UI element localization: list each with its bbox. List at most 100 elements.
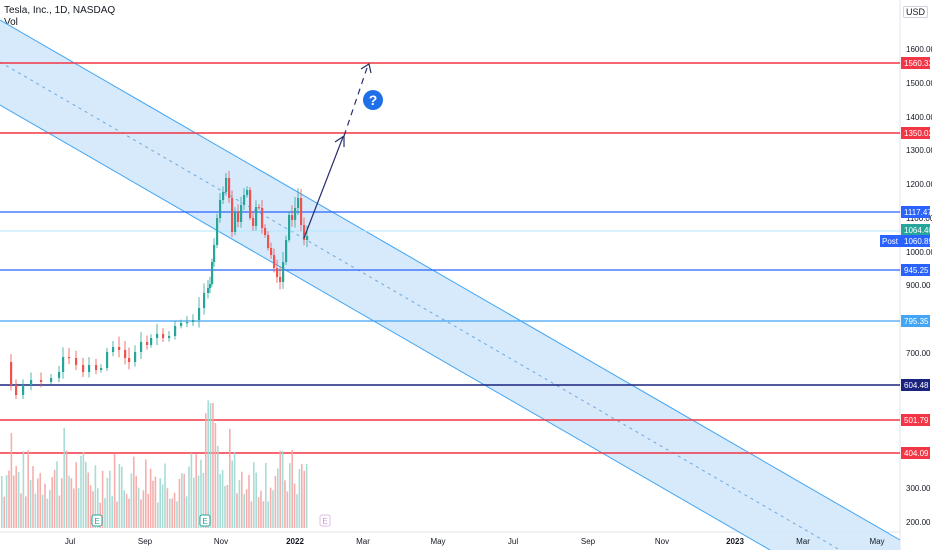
candle-body xyxy=(234,212,237,232)
time-axis-tick-label: Sep xyxy=(581,537,596,546)
channel-midline xyxy=(0,61,841,550)
candle-body xyxy=(50,378,53,382)
volume-bar xyxy=(77,488,80,528)
volume-bar xyxy=(293,483,296,528)
volume-bar xyxy=(169,498,171,528)
candle-body xyxy=(231,198,234,232)
volume-bar xyxy=(183,473,185,528)
candle-body xyxy=(225,178,228,192)
time-axis-tick-label: Jul xyxy=(508,537,518,546)
price-level-tag-label: 501.79 xyxy=(904,416,929,425)
volume-bar xyxy=(85,461,87,528)
price-level-tag-label: 404.09 xyxy=(904,449,929,458)
candle-body xyxy=(134,352,137,362)
time-axis-tick-label: Mar xyxy=(356,537,370,546)
post-market-tag-label: Post xyxy=(882,237,899,246)
candle-body xyxy=(303,225,306,240)
candle-body xyxy=(40,380,43,382)
candle-body xyxy=(207,288,210,293)
volume-bar xyxy=(145,459,147,528)
volume-bar xyxy=(104,498,106,528)
volume-bar xyxy=(22,451,25,528)
volume-bar xyxy=(68,475,70,528)
volume-bar xyxy=(37,478,39,528)
candle-body xyxy=(15,385,18,395)
candle-body xyxy=(243,195,246,205)
volume-bar xyxy=(92,491,94,528)
candle-body xyxy=(30,380,33,385)
projection-arrowhead-2 xyxy=(360,63,372,74)
volume-bar xyxy=(51,477,53,528)
volume-bar xyxy=(8,470,10,528)
volume-bar xyxy=(29,479,32,528)
volume-bar xyxy=(284,480,286,528)
volume-bar xyxy=(267,501,269,528)
candle-body xyxy=(106,352,109,368)
candle-body xyxy=(128,358,131,362)
volume-bar xyxy=(80,455,82,528)
earnings-marker-label: E xyxy=(94,517,99,526)
volume-bar xyxy=(212,403,214,528)
candle-body xyxy=(213,245,216,262)
volume-bar xyxy=(133,456,135,528)
price-axis-tick-label: 200.00 xyxy=(906,518,931,527)
volume-bar xyxy=(140,499,142,528)
volume-bar xyxy=(32,466,34,528)
volume-bar xyxy=(200,459,202,528)
candle-body xyxy=(294,208,297,220)
candle-body xyxy=(75,358,78,365)
volume-bar xyxy=(116,501,118,528)
volume-bar xyxy=(147,493,149,528)
volume-bar xyxy=(113,453,116,528)
candle-body xyxy=(186,322,189,324)
chart-title: Tesla, Inc., 1D, NASDAQ xyxy=(4,5,116,16)
candle-body xyxy=(209,284,212,288)
price-level-tag xyxy=(901,127,930,139)
time-axis-tick-label: Nov xyxy=(214,537,228,546)
volume-bar xyxy=(128,498,130,528)
volume-bar xyxy=(56,461,58,528)
candle-body xyxy=(180,323,183,326)
volume-bar xyxy=(149,468,152,528)
volume-bar xyxy=(137,487,140,528)
candle-body xyxy=(168,336,171,338)
volume-bar xyxy=(34,493,37,528)
price-level-tag xyxy=(901,235,930,247)
time-axis-tick-label: Mar xyxy=(796,537,810,546)
currency-label[interactable]: USD xyxy=(902,6,928,18)
volume-bar xyxy=(161,484,164,528)
time-axis-tick-label: 2022 xyxy=(286,537,304,546)
projection-arrow-dashed xyxy=(343,64,369,137)
volume-bar xyxy=(1,476,3,528)
price-axis-tick-label: 1000.00 xyxy=(906,248,932,257)
price-axis-tick-label: 1200.00 xyxy=(906,180,932,189)
price-level-tag-label: 1060.89 xyxy=(904,237,932,246)
candle-body xyxy=(267,235,270,248)
projection-arrow-solid xyxy=(303,136,344,239)
volume-bar xyxy=(301,464,303,528)
volume-bar xyxy=(250,501,253,528)
volume-bar xyxy=(245,489,248,528)
volume-bar xyxy=(130,473,133,528)
price-level-tag xyxy=(901,379,930,391)
volume-bar xyxy=(121,466,123,528)
volume-bar xyxy=(253,462,255,528)
candle-body xyxy=(112,347,115,352)
candle-body xyxy=(124,350,127,358)
volume-bar xyxy=(173,492,176,528)
volume-bar xyxy=(190,453,193,528)
volume-bar xyxy=(89,485,92,528)
volume-bar xyxy=(164,463,166,528)
price-level-tag-label: 945.25 xyxy=(904,266,929,275)
volume-bar xyxy=(157,502,159,528)
candle-body xyxy=(216,218,219,245)
price-level-tag xyxy=(901,315,930,327)
volume-bar xyxy=(154,476,157,528)
volume-bar xyxy=(274,475,277,528)
volume-bar xyxy=(176,501,178,528)
volume-bar xyxy=(94,465,97,528)
volume-bar xyxy=(13,475,15,528)
volume-bar xyxy=(97,488,99,528)
price-level-tag xyxy=(901,414,930,426)
